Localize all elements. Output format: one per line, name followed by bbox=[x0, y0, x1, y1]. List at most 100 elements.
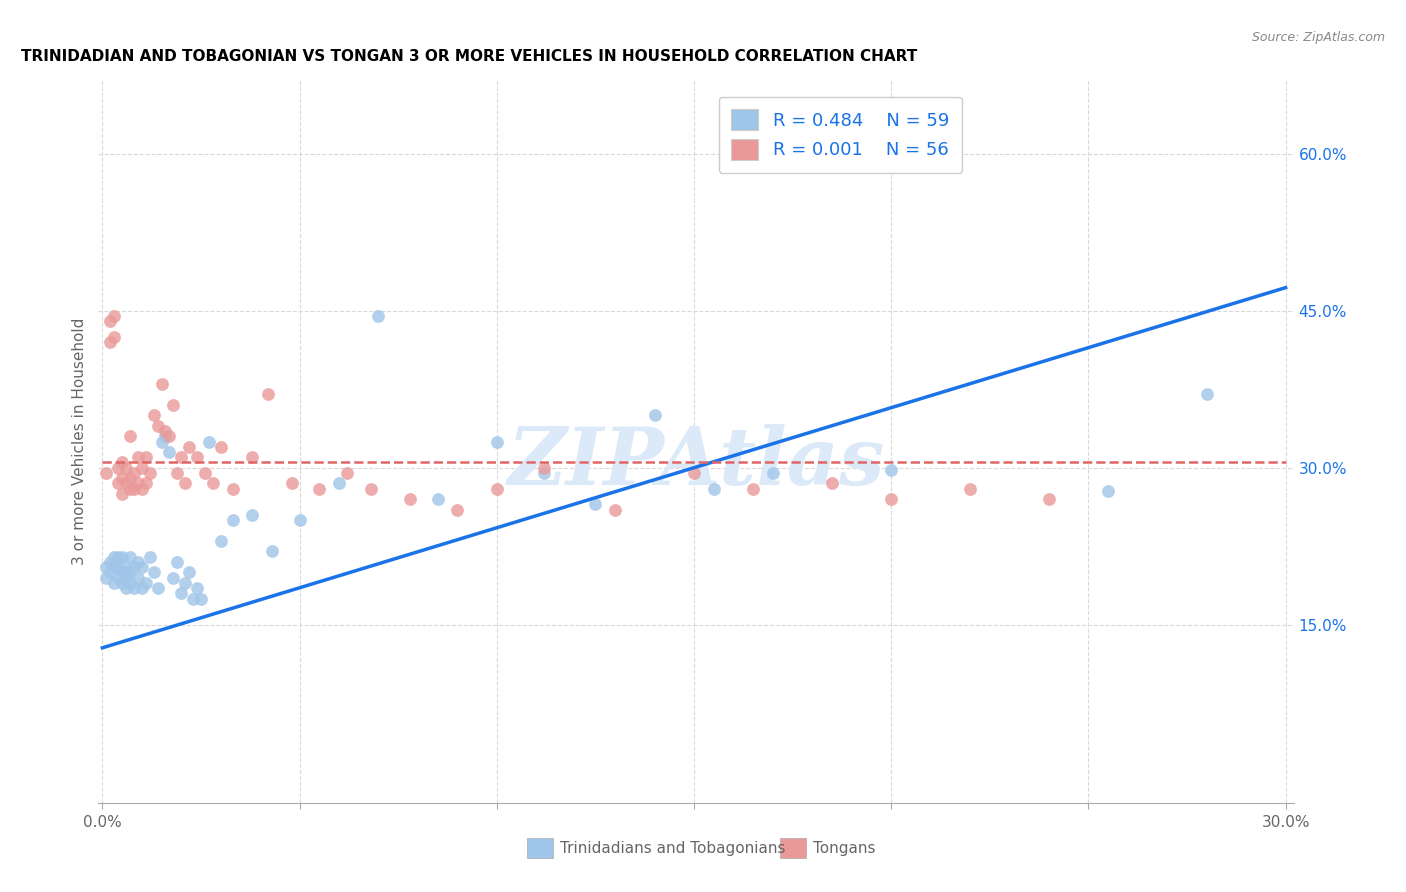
Point bbox=[111, 549, 134, 564]
Point bbox=[107, 476, 129, 491]
Point bbox=[150, 376, 173, 391]
Point bbox=[603, 502, 626, 516]
Point bbox=[103, 549, 125, 564]
Point bbox=[198, 434, 221, 449]
Point bbox=[115, 571, 138, 585]
Point bbox=[170, 586, 193, 600]
Point bbox=[683, 466, 706, 480]
Point bbox=[96, 571, 118, 585]
Point bbox=[742, 482, 765, 496]
Point bbox=[96, 560, 118, 574]
Y-axis label: 3 or more Vehicles in Household: 3 or more Vehicles in Household bbox=[72, 318, 87, 566]
Point bbox=[127, 555, 149, 569]
Point bbox=[162, 571, 184, 585]
Text: Source: ZipAtlas.com: Source: ZipAtlas.com bbox=[1251, 31, 1385, 45]
Point bbox=[98, 314, 121, 328]
Point bbox=[186, 450, 208, 465]
Point bbox=[703, 482, 725, 496]
Point bbox=[181, 591, 204, 606]
Point bbox=[118, 566, 141, 580]
Point bbox=[131, 460, 153, 475]
Point bbox=[122, 560, 145, 574]
Point bbox=[209, 534, 232, 549]
Point bbox=[221, 482, 243, 496]
Point bbox=[98, 566, 121, 580]
Point bbox=[533, 460, 555, 475]
Point bbox=[162, 398, 184, 412]
Legend: R = 0.484    N = 59, R = 0.001    N = 56: R = 0.484 N = 59, R = 0.001 N = 56 bbox=[718, 96, 962, 172]
Point bbox=[533, 466, 555, 480]
Point bbox=[118, 471, 141, 485]
Text: ZIPAtlas: ZIPAtlas bbox=[508, 425, 884, 502]
Point bbox=[146, 418, 169, 433]
Point bbox=[138, 549, 160, 564]
Point bbox=[118, 549, 141, 564]
Point bbox=[115, 581, 138, 595]
Point bbox=[1038, 492, 1060, 507]
Point bbox=[142, 566, 165, 580]
Point bbox=[115, 460, 138, 475]
Point bbox=[179, 440, 201, 454]
Text: TRINIDADIAN AND TOBAGONIAN VS TONGAN 3 OR MORE VEHICLES IN HOUSEHOLD CORRELATION: TRINIDADIAN AND TOBAGONIAN VS TONGAN 3 O… bbox=[21, 49, 917, 64]
Point bbox=[122, 581, 145, 595]
Point bbox=[115, 476, 138, 491]
Point bbox=[122, 466, 145, 480]
Point bbox=[111, 455, 134, 469]
Point bbox=[174, 575, 197, 590]
Point bbox=[122, 482, 145, 496]
Point bbox=[174, 476, 197, 491]
Point bbox=[142, 409, 165, 423]
Point bbox=[115, 566, 138, 580]
Point bbox=[131, 482, 153, 496]
Point bbox=[98, 334, 121, 349]
Point bbox=[135, 575, 157, 590]
Point bbox=[190, 591, 212, 606]
Point bbox=[328, 476, 350, 491]
Point bbox=[103, 309, 125, 323]
Point bbox=[485, 482, 508, 496]
Point bbox=[135, 450, 157, 465]
Point bbox=[221, 513, 243, 527]
Point bbox=[240, 508, 263, 522]
Point bbox=[485, 434, 508, 449]
Point bbox=[107, 460, 129, 475]
Point bbox=[135, 476, 157, 491]
Point bbox=[446, 502, 468, 516]
Point bbox=[240, 450, 263, 465]
Point bbox=[583, 497, 606, 511]
Point bbox=[959, 482, 981, 496]
Point bbox=[107, 571, 129, 585]
Point bbox=[131, 560, 153, 574]
Point bbox=[150, 434, 173, 449]
Point bbox=[367, 309, 389, 323]
Point bbox=[103, 560, 125, 574]
Point bbox=[155, 429, 177, 443]
Point bbox=[111, 471, 134, 485]
Point bbox=[644, 409, 666, 423]
Point bbox=[107, 549, 129, 564]
Point bbox=[155, 424, 177, 438]
Point bbox=[157, 429, 180, 443]
Point bbox=[1195, 387, 1218, 401]
Point bbox=[260, 544, 283, 558]
Point bbox=[360, 482, 382, 496]
Point bbox=[257, 387, 280, 401]
Text: Tongans: Tongans bbox=[813, 841, 875, 855]
Point bbox=[127, 450, 149, 465]
Point bbox=[288, 513, 311, 527]
Point bbox=[131, 581, 153, 595]
Point bbox=[170, 450, 193, 465]
Text: Trinidadians and Tobagonians: Trinidadians and Tobagonians bbox=[560, 841, 785, 855]
Point bbox=[201, 476, 224, 491]
Point bbox=[138, 466, 160, 480]
Point bbox=[308, 482, 330, 496]
Point bbox=[98, 555, 121, 569]
Point bbox=[157, 445, 180, 459]
Point bbox=[880, 463, 903, 477]
Point bbox=[115, 560, 138, 574]
Point bbox=[118, 429, 141, 443]
Point bbox=[426, 492, 449, 507]
Point bbox=[194, 466, 217, 480]
Point bbox=[166, 466, 188, 480]
Point bbox=[821, 476, 844, 491]
